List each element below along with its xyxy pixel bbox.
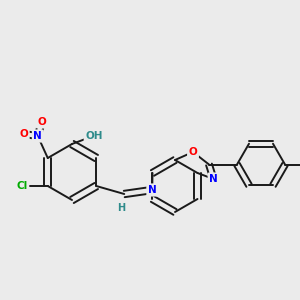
Text: N: N	[209, 174, 218, 184]
Text: OH: OH	[85, 131, 103, 141]
Text: O: O	[38, 117, 46, 127]
Text: H: H	[117, 203, 125, 213]
Text: N: N	[148, 185, 157, 195]
Text: O: O	[20, 129, 28, 139]
Text: Cl: Cl	[16, 181, 27, 191]
Text: O: O	[189, 147, 197, 157]
Text: N: N	[33, 131, 42, 141]
